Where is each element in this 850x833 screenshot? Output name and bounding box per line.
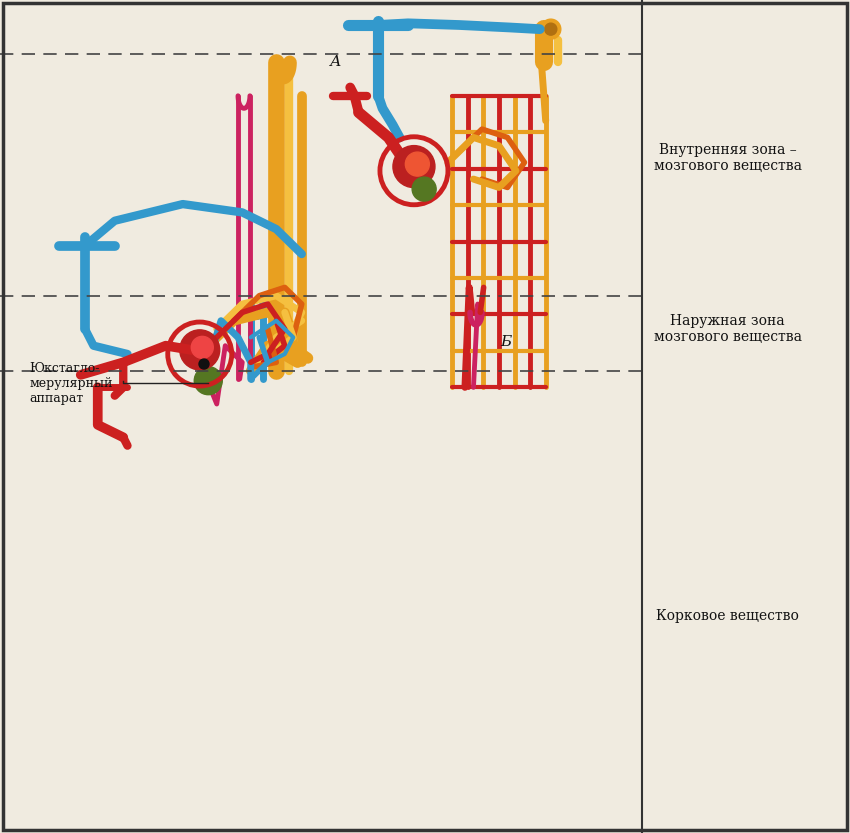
Circle shape <box>195 367 222 395</box>
Text: А: А <box>330 55 342 68</box>
Circle shape <box>179 330 220 370</box>
Text: Корковое вещество: Корковое вещество <box>656 610 799 623</box>
Circle shape <box>405 152 429 176</box>
Circle shape <box>199 359 209 369</box>
Circle shape <box>541 19 561 39</box>
Circle shape <box>545 23 557 35</box>
Circle shape <box>393 146 435 187</box>
Text: Наружная зона
мозгового вещества: Наружная зона мозгового вещества <box>654 314 802 344</box>
Text: Внутренняя зона –
мозгового вещества: Внутренняя зона – мозгового вещества <box>654 143 802 173</box>
Circle shape <box>412 177 436 201</box>
Text: Б: Б <box>500 335 512 348</box>
Text: Юкстагло-
мерулярный
аппарат: Юкстагло- мерулярный аппарат <box>30 362 113 405</box>
Circle shape <box>191 337 213 358</box>
